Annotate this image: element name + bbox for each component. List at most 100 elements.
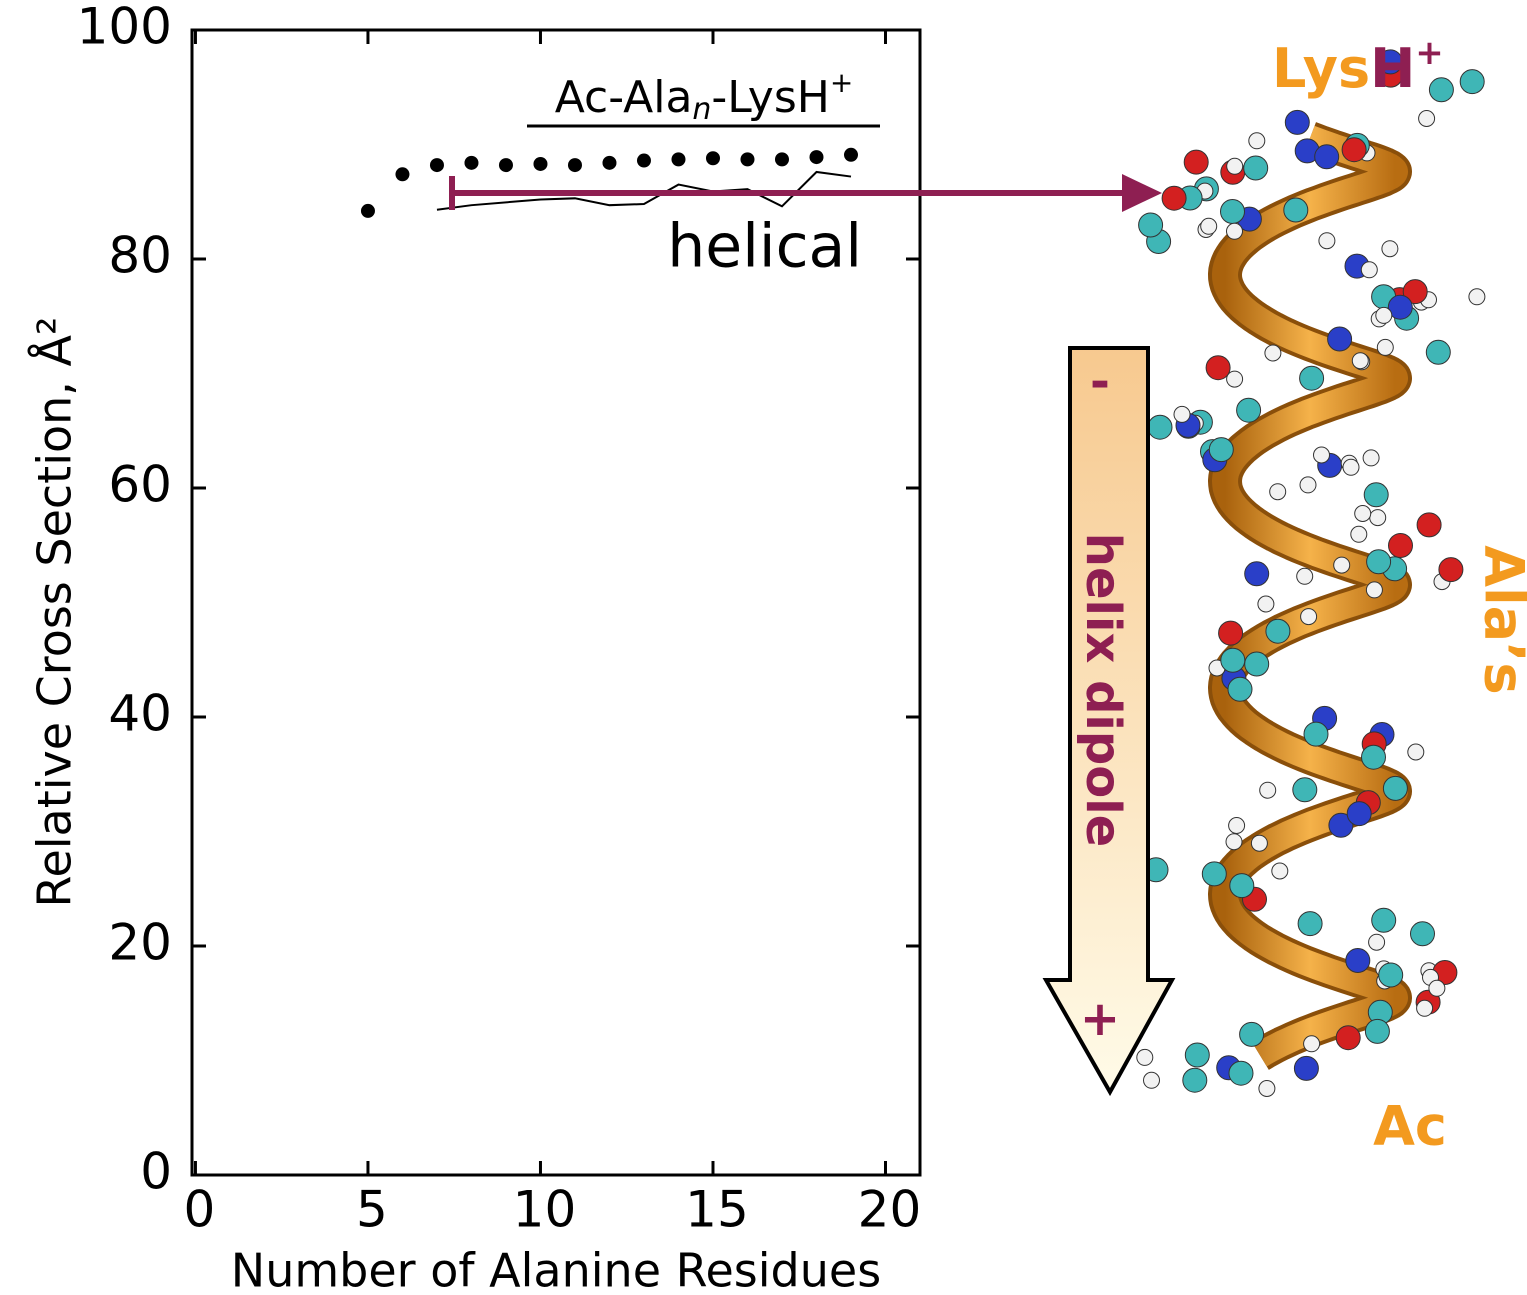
x-tick-label: 10: [513, 1181, 577, 1239]
atom: [1468, 288, 1486, 306]
atom: [1351, 352, 1369, 370]
atom: [1387, 294, 1413, 320]
data-point: [740, 152, 755, 167]
atom: [1201, 861, 1227, 887]
atom: [1292, 777, 1318, 803]
lys-label: LysH+: [1272, 33, 1444, 100]
atom: [1200, 217, 1218, 235]
atom: [1368, 933, 1386, 951]
atom: [1138, 212, 1164, 238]
atom: [1161, 185, 1187, 211]
x-tick-label: 20: [858, 1181, 922, 1239]
x-axis-label: Number of Alanine Residues: [231, 1244, 881, 1295]
atom: [1283, 197, 1309, 223]
y-tick-label: 60: [108, 456, 172, 514]
atom: [1225, 833, 1243, 851]
annotation: helical: [667, 212, 862, 282]
atom: [1327, 326, 1353, 352]
atom: [1184, 1042, 1210, 1068]
atom: [1293, 1055, 1319, 1081]
atom: [1428, 979, 1446, 997]
data-point: [533, 156, 548, 171]
helix-ribbon: [1212, 125, 1408, 1067]
atom: [1250, 834, 1268, 852]
atom: [1318, 232, 1336, 250]
atom: [1284, 109, 1310, 135]
atom: [1388, 533, 1413, 558]
atom: [1143, 1071, 1160, 1089]
atom: [1345, 948, 1371, 973]
atom: [1147, 414, 1173, 440]
atom: [1243, 155, 1269, 181]
atom: [1313, 446, 1330, 464]
atom: [1265, 618, 1291, 644]
x-tick-label: 5: [356, 1181, 388, 1239]
lys-text: Lys: [1272, 37, 1370, 100]
atom: [1410, 921, 1435, 947]
atom: [1381, 240, 1399, 258]
ala-label: Ala’s: [1472, 545, 1527, 694]
dipole-minus: -: [1090, 354, 1110, 410]
atom: [1371, 907, 1397, 933]
atom: [1364, 1018, 1390, 1044]
y-tick-label: 20: [108, 914, 172, 972]
atom: [1346, 801, 1372, 827]
h-superscript: +: [1415, 33, 1444, 73]
x-tick-label: 15: [685, 1181, 749, 1239]
atom: [1438, 557, 1464, 583]
atom: [1341, 137, 1367, 163]
dipole-arrow: [1042, 346, 1176, 1097]
atom: [1375, 306, 1393, 324]
atom: [1416, 512, 1442, 538]
plot-area: 0 5 10 15 20 0 20 40 60 80 100: [77, 0, 922, 1239]
y-tick-label: 0: [140, 1143, 172, 1201]
data-point: [360, 203, 375, 218]
atom: [1136, 1048, 1154, 1066]
data-point: [567, 158, 582, 173]
atom: [1226, 222, 1243, 240]
atom: [1226, 157, 1244, 175]
atom: [1182, 1067, 1208, 1093]
atom: [1335, 1025, 1361, 1051]
atom: [1314, 144, 1340, 170]
atom: [1299, 476, 1317, 494]
label-subscript: n: [692, 92, 711, 127]
atom: [1244, 651, 1270, 677]
atom: [1218, 620, 1244, 646]
atom: [1228, 817, 1246, 834]
atom: [1418, 110, 1436, 127]
atom: [1303, 721, 1329, 747]
data-point: [809, 150, 824, 165]
atom: [1377, 49, 1403, 75]
atom: [1269, 483, 1287, 501]
atom: [1402, 279, 1428, 305]
ac-label: Ac: [1373, 1095, 1447, 1158]
series-label: Ac-Alan-LysH+: [555, 66, 854, 127]
atom: [1350, 525, 1368, 543]
atom: [1208, 437, 1234, 463]
atom: [1271, 862, 1289, 880]
atom: [1361, 744, 1386, 770]
atom: [1248, 132, 1266, 150]
atom: [1303, 1035, 1321, 1053]
atom: [1382, 775, 1408, 801]
data-point: [636, 153, 651, 168]
atom: [1258, 1080, 1276, 1097]
atom: [1365, 581, 1383, 599]
atom: [1376, 338, 1394, 356]
atom: [1226, 370, 1244, 388]
y-axis-label: Relative Cross Section, Å²: [28, 317, 82, 908]
atom: [1257, 595, 1275, 613]
y-tick-label: 80: [108, 227, 172, 285]
atom: [1227, 676, 1253, 702]
data-point: [498, 158, 513, 173]
atom: [1360, 261, 1378, 279]
atom: [1299, 365, 1325, 391]
atom: [1378, 962, 1404, 988]
atom: [1229, 873, 1255, 899]
atom: [1228, 1060, 1254, 1086]
atom: [1205, 355, 1231, 381]
atom: [1333, 556, 1351, 574]
helix-illustration: [1129, 49, 1486, 1097]
